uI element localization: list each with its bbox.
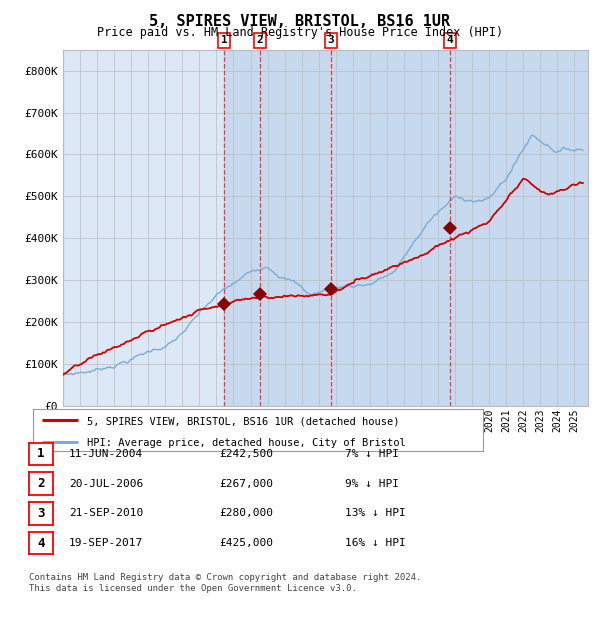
Text: 19-SEP-2017: 19-SEP-2017: [69, 538, 143, 548]
Text: 20-JUL-2006: 20-JUL-2006: [69, 479, 143, 489]
Text: 7% ↓ HPI: 7% ↓ HPI: [345, 449, 399, 459]
Text: £242,500: £242,500: [219, 449, 273, 459]
Text: 11-JUN-2004: 11-JUN-2004: [69, 449, 143, 459]
Text: £267,000: £267,000: [219, 479, 273, 489]
Text: 21-SEP-2010: 21-SEP-2010: [69, 508, 143, 518]
Text: HPI: Average price, detached house, City of Bristol: HPI: Average price, detached house, City…: [87, 438, 406, 448]
Bar: [224, 50, 588, 406]
Text: 1: 1: [37, 448, 44, 460]
Text: 2: 2: [37, 477, 44, 490]
Text: 5, SPIRES VIEW, BRISTOL, BS16 1UR (detached house): 5, SPIRES VIEW, BRISTOL, BS16 1UR (detac…: [87, 416, 400, 426]
Text: 1: 1: [221, 35, 227, 45]
Text: 9% ↓ HPI: 9% ↓ HPI: [345, 479, 399, 489]
Text: 5, SPIRES VIEW, BRISTOL, BS16 1UR: 5, SPIRES VIEW, BRISTOL, BS16 1UR: [149, 14, 451, 29]
Text: 4: 4: [37, 537, 44, 549]
Text: 16% ↓ HPI: 16% ↓ HPI: [345, 538, 406, 548]
Text: 4: 4: [447, 35, 454, 45]
Text: £280,000: £280,000: [219, 508, 273, 518]
Text: 13% ↓ HPI: 13% ↓ HPI: [345, 508, 406, 518]
Text: £425,000: £425,000: [219, 538, 273, 548]
Text: 3: 3: [37, 507, 44, 520]
Text: Contains HM Land Registry data © Crown copyright and database right 2024.
This d: Contains HM Land Registry data © Crown c…: [29, 574, 421, 593]
Text: Price paid vs. HM Land Registry's House Price Index (HPI): Price paid vs. HM Land Registry's House …: [97, 26, 503, 39]
Text: 2: 2: [256, 35, 263, 45]
Text: 3: 3: [328, 35, 334, 45]
